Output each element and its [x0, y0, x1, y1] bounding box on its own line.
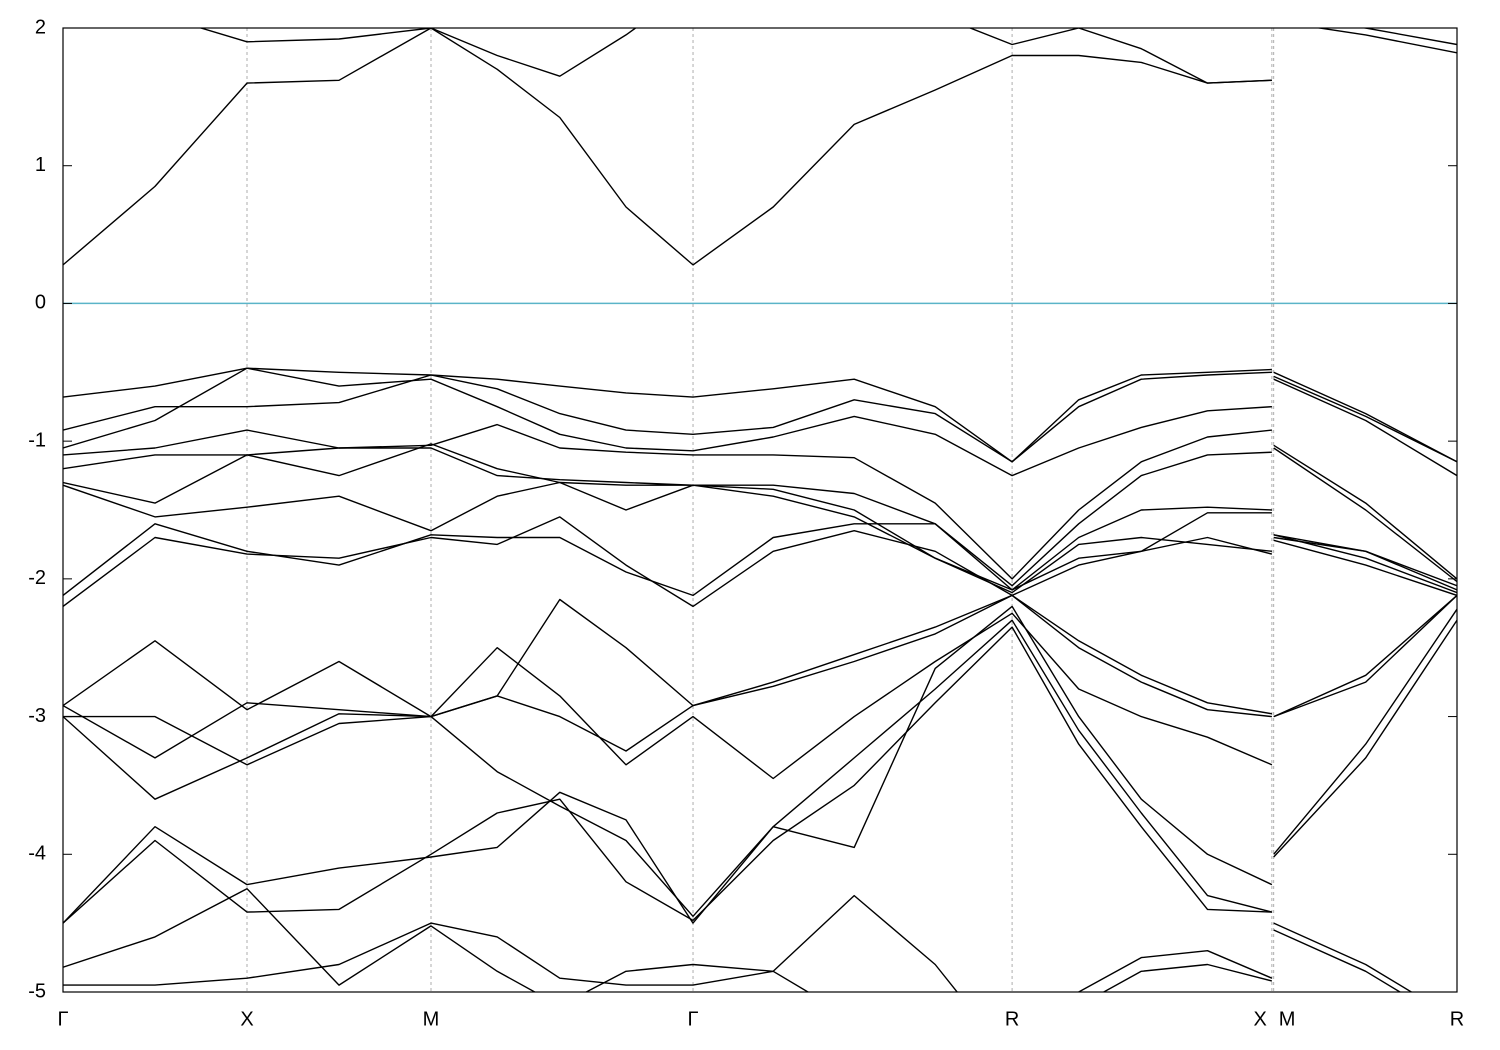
x-tick-label: Γ [57, 1008, 68, 1030]
band [63, 443, 1457, 591]
y-tick-label: 1 [35, 154, 46, 176]
band [63, 367, 1457, 463]
band [63, 512, 1457, 597]
x-tick-label: Γ [688, 1008, 699, 1030]
band [63, 594, 1457, 759]
grid-layer [62, 28, 1458, 992]
band [63, 28, 1457, 266]
band [63, 888, 1273, 992]
y-tick-label: 0 [35, 292, 46, 314]
x-tick-label: M [1279, 1008, 1296, 1030]
y-tick-label: -1 [28, 429, 46, 451]
x-tick-label: R [1450, 1008, 1464, 1030]
band [63, 423, 1457, 580]
band [63, 371, 1457, 463]
bands-layer [63, 28, 1457, 992]
x-tick-label: M [423, 1008, 440, 1030]
y-tick-label: -5 [28, 980, 46, 1002]
y-tick-label: 2 [35, 16, 46, 38]
band [63, 447, 1457, 587]
band [198, 28, 1457, 84]
band [63, 367, 1457, 477]
band [63, 516, 1457, 608]
y-tick-label: -2 [28, 567, 46, 589]
x-tick-label: X [240, 1008, 253, 1030]
band [63, 594, 1457, 718]
y-tick-label: -4 [28, 843, 46, 865]
band [63, 626, 1402, 992]
band [63, 619, 1413, 992]
x-tick-label: R [1005, 1008, 1019, 1030]
band [63, 605, 1457, 917]
band [63, 481, 1457, 594]
band [63, 612, 1457, 858]
y-tick-label: -3 [28, 705, 46, 727]
plot-frame [62, 27, 1458, 993]
x-tick-label: X [1254, 1008, 1267, 1030]
band [63, 922, 1273, 992]
